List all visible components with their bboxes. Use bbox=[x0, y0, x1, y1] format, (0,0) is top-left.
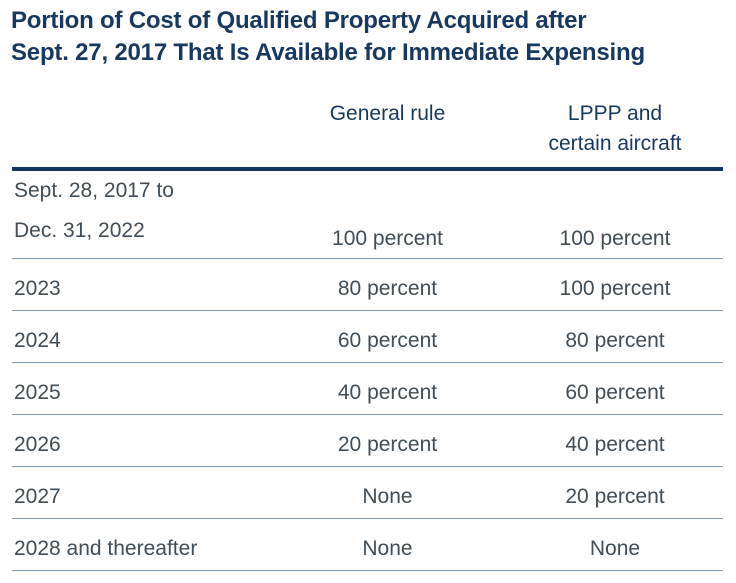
header-general-rule: General rule bbox=[329, 102, 446, 125]
header-lppp-line2: certain aircraft bbox=[548, 132, 682, 155]
lppp-value: None bbox=[589, 537, 641, 560]
general-rule-value: 20 percent bbox=[337, 433, 438, 456]
general-rule-value: 100 percent bbox=[332, 227, 443, 250]
table-row: 2025 40 percent 60 percent bbox=[12, 363, 723, 415]
header-lppp: LPPP and certain aircraft bbox=[475, 99, 723, 159]
row-label-line2: Dec. 31, 2022 bbox=[14, 219, 145, 242]
header-lppp-line1: LPPP and bbox=[567, 102, 663, 125]
expensing-table: General rule LPPP and certain aircraft S… bbox=[12, 69, 723, 571]
row-label: 2026 bbox=[14, 433, 61, 456]
row-label: 2027 bbox=[14, 485, 61, 508]
lppp-value: 100 percent bbox=[559, 227, 671, 250]
figure-title: Portion of Cost of Qualified Property Ac… bbox=[0, 0, 736, 69]
general-rule-value: 40 percent bbox=[337, 381, 438, 404]
table-row: 2027 None 20 percent bbox=[12, 467, 723, 519]
table-row: 2023 80 percent 100 percent bbox=[12, 259, 723, 311]
general-rule-value: 60 percent bbox=[337, 329, 438, 352]
row-label: 2023 bbox=[14, 277, 61, 300]
row-label-line1: Sept. 28, 2017 to bbox=[14, 179, 174, 202]
table-row: 2028 and thereafter None None bbox=[12, 519, 723, 571]
row-label: Sept. 28, 2017 to Dec. 31, 2022 bbox=[12, 171, 300, 251]
lppp-value: 60 percent bbox=[565, 381, 665, 404]
lppp-value: 80 percent bbox=[565, 329, 665, 352]
row-label: 2028 and thereafter bbox=[14, 537, 198, 560]
table-header-row: General rule LPPP and certain aircraft bbox=[12, 69, 723, 171]
general-rule-value: None bbox=[362, 537, 413, 560]
table-row: 2024 60 percent 80 percent bbox=[12, 311, 723, 363]
table-row: Sept. 28, 2017 to Dec. 31, 2022 100 perc… bbox=[12, 171, 723, 259]
general-rule-value: 80 percent bbox=[337, 277, 438, 300]
lppp-value: 20 percent bbox=[565, 485, 665, 508]
row-label: 2024 bbox=[14, 329, 61, 352]
row-label: 2025 bbox=[14, 381, 61, 404]
table-row: 2026 20 percent 40 percent bbox=[12, 415, 723, 467]
general-rule-value: None bbox=[362, 485, 413, 508]
lppp-value: 100 percent bbox=[559, 277, 671, 300]
lppp-value: 40 percent bbox=[565, 433, 665, 456]
figure-title-line1: Portion of Cost of Qualified Property Ac… bbox=[11, 7, 587, 34]
figure-title-line2: Sept. 27, 2017 That Is Available for Imm… bbox=[11, 39, 645, 66]
